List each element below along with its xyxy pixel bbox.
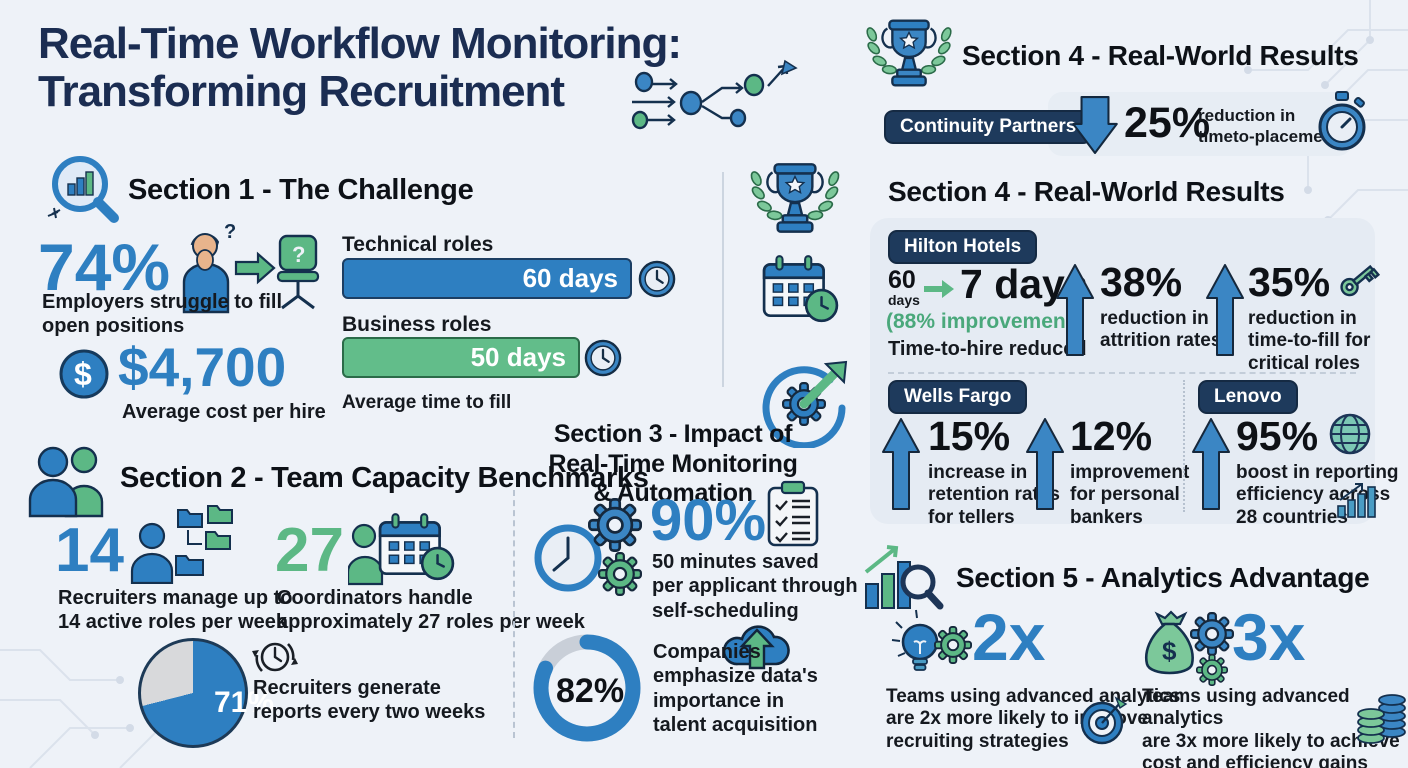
donut-chart-caption: Companies emphasize data's importance in… (653, 641, 818, 737)
bar-label-business: Business roles (342, 313, 492, 336)
page-title: Real-Time Workflow Monitoring: Transform… (38, 19, 682, 117)
up-arrow-icon (1056, 264, 1094, 356)
bar-label-technical: Technical roles (342, 233, 494, 256)
trophy-laurel-icon (744, 156, 846, 242)
svg-text:?: ? (292, 242, 305, 267)
clock-icon (638, 260, 676, 298)
clock-gears-icon (534, 496, 646, 600)
lenovo-badge: Lenovo (1198, 380, 1298, 414)
bar-technical: 60 days (342, 258, 632, 299)
up-arrow-icon (882, 418, 920, 510)
svg-text:$: $ (74, 356, 92, 392)
pie-chart-caption: Recruiters generate reports every two we… (253, 677, 486, 724)
person-question-chair-icon: ? ? (182, 222, 320, 314)
refresh-clock-icon (252, 642, 298, 672)
wf-stat-12-caption: improvement for personal bankers (1070, 462, 1190, 528)
person-calendar-icon (348, 512, 455, 586)
hilton-stat-38-value: 38% (1100, 259, 1183, 305)
money-bag-gears-icon: $ (1144, 610, 1234, 688)
divider-vertical-s1 (722, 172, 724, 387)
stat-14-caption: Recruiters manage up to 14 active roles … (58, 587, 293, 634)
divider-dashed-hilton (888, 372, 1356, 374)
bar-business: 50 days (342, 337, 580, 378)
clock-icon (584, 339, 622, 377)
workflow-nodes-icon (631, 59, 798, 130)
stat-3x-caption: Teams using advanced analytics are 3x mo… (1142, 686, 1400, 768)
section4-panel (870, 218, 1375, 524)
stopwatch-icon (1318, 91, 1366, 151)
continuity-partners-badge: Continuity Partners (884, 110, 1093, 144)
arrow-right-icon (924, 280, 954, 298)
stat-27-value: 27 (275, 516, 344, 585)
hilton-stat-35-value: 35% (1248, 259, 1331, 305)
hilton-stat-35-caption: reduction in time-to-fill for critical r… (1248, 308, 1371, 374)
hilton-before-unit: days (888, 292, 920, 308)
lightbulb-gear-icon (891, 609, 972, 671)
pie-chart-reports (138, 638, 248, 748)
globe-icon (1329, 413, 1371, 455)
divider-dashed-s2-s3 (513, 490, 515, 738)
dollar-coin-icon: $ (59, 349, 109, 399)
magnifier-bar-chart-icon (47, 156, 119, 223)
svg-text:?: ? (224, 222, 236, 243)
stat-25-caption: reduction in timeto-placement (1198, 106, 1339, 146)
stat-cost-value: $4,700 (118, 336, 287, 398)
calendar-clock-icon (760, 252, 840, 324)
section4-heading: Section 4 - Real-World Results (888, 176, 1285, 207)
up-arrow-icon (1026, 418, 1064, 510)
stat-25-value: 25% (1124, 99, 1211, 147)
wf-stat-12-value: 12% (1070, 413, 1153, 459)
lenovo-stat-95-caption: boost in reporting efficiency across 28 … (1236, 462, 1399, 528)
clipboard-checklist-icon (767, 480, 819, 547)
gear-growth-arrow-icon (762, 360, 848, 448)
section4-top-heading: Section 4 - Real-World Results (962, 40, 1359, 71)
coins-icon (1357, 694, 1406, 744)
lenovo-stat-95-value: 95% (1236, 413, 1319, 459)
divider-dotted-lenovo (1183, 380, 1185, 512)
down-arrow-icon (1072, 96, 1118, 154)
wells-fargo-badge: Wells Fargo (888, 380, 1028, 414)
target-icon (1080, 696, 1128, 745)
section2-heading: Section 2 - Team Capacity Benchmarks (120, 462, 649, 494)
pie-chart-label: 71% (214, 686, 275, 719)
section5-heading: Section 5 - Analytics Advantage (956, 562, 1370, 593)
stat-cost-caption: Average cost per hire (122, 401, 326, 423)
bar-chart-magnifier-icon (864, 545, 944, 610)
hilton-before-value: 60 (888, 266, 916, 294)
section3-heading: Section 3 - Impact of Real-Time Monitori… (548, 420, 798, 507)
bar-footnote: Average time to fill (342, 392, 512, 413)
hilton-improvement: (88% improvement) (886, 310, 1080, 333)
key-icon (1340, 264, 1380, 297)
stat-2x-caption: Teams using advanced analytics are 2x mo… (886, 686, 1181, 752)
stat-14-value: 14 (55, 516, 124, 585)
cloud-upload-icon (722, 625, 790, 670)
person-folders-icon (130, 505, 233, 584)
stat-2x-value: 2x (972, 600, 1046, 674)
stat-74-caption: Employers struggle to fill open position… (42, 291, 283, 338)
svg-text:$: $ (1162, 636, 1177, 666)
donut-chart-data (533, 634, 641, 742)
stat-90-caption: 50 minutes saved per applicant through s… (652, 551, 858, 622)
hilton-stat-38-caption: reduction in attrition rates (1100, 308, 1222, 352)
trophy-laurel-icon (860, 12, 958, 96)
stat-3x-value: 3x (1232, 600, 1306, 674)
donut-chart-label: 82% (556, 672, 625, 710)
hilton-badge: Hilton Hotels (888, 230, 1038, 264)
stat-90-value: 90% (650, 488, 767, 553)
up-arrow-icon (1192, 418, 1230, 510)
up-arrow-icon (1206, 264, 1244, 356)
section1-heading: Section 1 - The Challenge (128, 174, 474, 206)
hilton-caption: Time-to-hire reduced (888, 338, 1087, 360)
wf-stat-15-value: 15% (928, 413, 1011, 459)
mini-bars-icon (1337, 483, 1376, 518)
stat-74-value: 74% (38, 230, 171, 304)
two-people-icon (28, 446, 104, 518)
